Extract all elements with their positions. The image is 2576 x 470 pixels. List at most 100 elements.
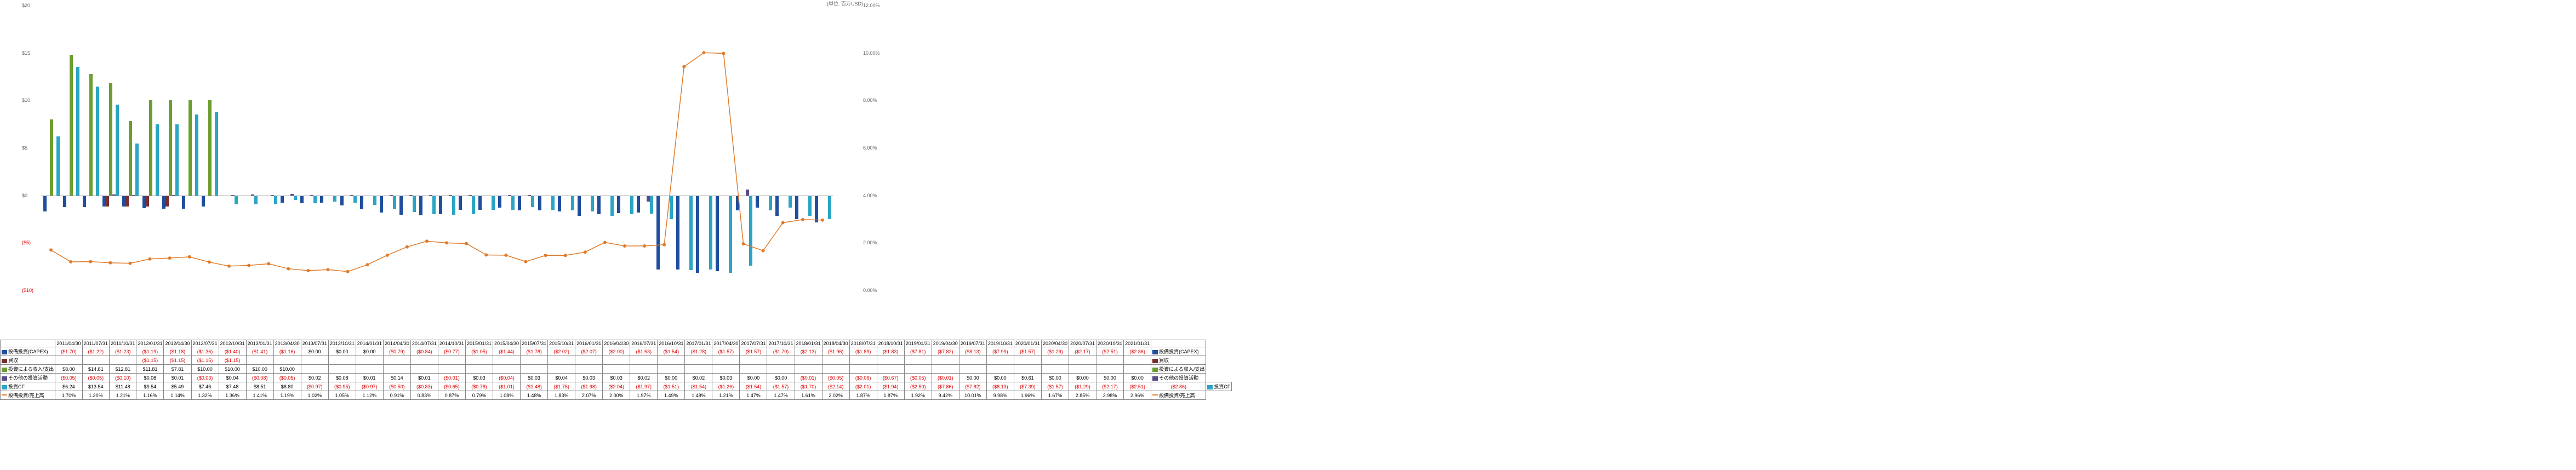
legend-bar-icon bbox=[1207, 385, 1213, 389]
row-header-right: 投資による収入/支出 bbox=[1151, 365, 1206, 374]
data-cell: ($1.18) bbox=[164, 347, 191, 356]
data-cell: ($2.04) bbox=[603, 382, 630, 391]
data-cell: 2.02% bbox=[822, 391, 849, 400]
ytick-left: $15 bbox=[22, 50, 30, 56]
ytick-right: 12.00% bbox=[863, 3, 880, 8]
data-cell: $0.01 bbox=[356, 374, 383, 382]
data-cell: $0.04 bbox=[548, 374, 575, 382]
period-header: 2018/07/31 bbox=[849, 340, 877, 347]
data-cell: ($1.78) bbox=[521, 347, 548, 356]
data-cell: 1.48% bbox=[521, 391, 548, 400]
period-header: 2017/04/30 bbox=[712, 340, 740, 347]
row-header-left: 設備投資/売上高 bbox=[1, 391, 55, 400]
data-cell: $0.00 bbox=[767, 374, 795, 382]
data-cell: $0.03 bbox=[521, 374, 548, 382]
period-header: 2013/01/31 bbox=[246, 340, 273, 347]
data-cell: ($0.97) bbox=[356, 382, 383, 391]
data-cell: ($1.15) bbox=[219, 356, 246, 365]
data-cell: 1.92% bbox=[904, 391, 932, 400]
data-cell: ($2.02) bbox=[548, 347, 575, 356]
data-cell: ($0.03) bbox=[191, 374, 219, 382]
period-header: 2011/07/31 bbox=[82, 340, 109, 347]
data-cell bbox=[575, 356, 603, 365]
row-header-right: 設備投資/売上高 bbox=[1151, 391, 1206, 400]
period-header: 2018/10/31 bbox=[877, 340, 904, 347]
data-cell: $10.00 bbox=[273, 365, 301, 374]
data-cell bbox=[767, 356, 795, 365]
data-cell: ($1.19) bbox=[136, 347, 164, 356]
data-cell: 1.67% bbox=[1041, 391, 1069, 400]
data-cell: $0.00 bbox=[658, 374, 685, 382]
legend-bar-icon bbox=[1152, 350, 1158, 354]
data-cell: ($1.01) bbox=[493, 382, 521, 391]
ytick-right: 2.00% bbox=[863, 240, 877, 245]
period-header: 2012/10/31 bbox=[219, 340, 246, 347]
data-cell bbox=[658, 365, 685, 374]
data-cell: ($1.57) bbox=[1041, 382, 1069, 391]
data-cell: ($1.05) bbox=[465, 347, 493, 356]
data-cell bbox=[795, 356, 822, 365]
data-cell: ($0.01) bbox=[932, 374, 959, 382]
data-cell: $7.48 bbox=[219, 382, 246, 391]
legend-line-icon bbox=[1152, 394, 1158, 396]
data-cell: 1.83% bbox=[548, 391, 575, 400]
data-cell bbox=[767, 365, 795, 374]
data-cell: $7.81 bbox=[164, 365, 191, 374]
period-header: 2015/10/31 bbox=[548, 340, 575, 347]
legend-bar-icon bbox=[2, 350, 7, 354]
data-cell: ($0.05) bbox=[904, 374, 932, 382]
data-cell: ($7.82) bbox=[932, 347, 959, 356]
data-cell: 1.70% bbox=[55, 391, 82, 400]
row-header-right: 設備投資(CAPEX) bbox=[1151, 347, 1206, 356]
data-cell: $0.00 bbox=[1096, 374, 1124, 382]
data-cell: 1.20% bbox=[82, 391, 109, 400]
data-cell: $0.03 bbox=[712, 374, 740, 382]
data-cell bbox=[685, 365, 712, 374]
period-header: 2014/07/31 bbox=[410, 340, 438, 347]
data-cell: 0.91% bbox=[383, 391, 410, 400]
data-cell bbox=[548, 356, 575, 365]
data-cell: ($2.50) bbox=[904, 382, 932, 391]
data-cell: ($2.07) bbox=[575, 347, 603, 356]
data-cell: 1.87% bbox=[849, 391, 877, 400]
data-cell: $0.00 bbox=[1041, 374, 1069, 382]
data-cell: ($1.15) bbox=[136, 356, 164, 365]
data-cell: 1.32% bbox=[191, 391, 219, 400]
data-cell: ($1.75) bbox=[548, 382, 575, 391]
data-cell: ($0.95) bbox=[328, 382, 356, 391]
data-cell bbox=[877, 365, 904, 374]
data-cell: $9.54 bbox=[136, 382, 164, 391]
data-cell: ($1.29) bbox=[1069, 382, 1096, 391]
data-cell: ($1.15) bbox=[191, 356, 219, 365]
row-header-right: 買収 bbox=[1151, 356, 1206, 365]
row-header-left: 投資による収入/支出 bbox=[1, 365, 55, 374]
data-cell: 1.12% bbox=[356, 391, 383, 400]
data-cell: $8.51 bbox=[246, 382, 273, 391]
period-header: 2020/10/31 bbox=[1096, 340, 1124, 347]
data-cell: ($0.78) bbox=[465, 382, 493, 391]
data-cell: ($1.16) bbox=[273, 347, 301, 356]
data-cell bbox=[383, 365, 410, 374]
row-label: 設備投資/売上高 bbox=[8, 393, 44, 398]
period-header: 2016/10/31 bbox=[658, 340, 685, 347]
data-cell: ($1.15) bbox=[164, 356, 191, 365]
chart-wrap: (単位: 百万USD) $20$15$10$5$0($5)($10) 12.00… bbox=[41, 5, 833, 334]
data-cell: ($2.14) bbox=[822, 382, 849, 391]
data-cell bbox=[246, 356, 273, 365]
data-cell: 1.47% bbox=[740, 391, 767, 400]
data-cell bbox=[795, 365, 822, 374]
data-cell bbox=[465, 365, 493, 374]
period-header: 2015/01/31 bbox=[465, 340, 493, 347]
data-cell bbox=[410, 365, 438, 374]
data-cell: $8.80 bbox=[273, 382, 301, 391]
data-cell: $0.14 bbox=[383, 374, 410, 382]
data-cell: $0.02 bbox=[301, 374, 328, 382]
data-cell bbox=[328, 356, 356, 365]
data-cell: ($2.17) bbox=[1096, 382, 1124, 391]
data-cell: ($1.70) bbox=[767, 347, 795, 356]
period-header: 2014/10/31 bbox=[438, 340, 465, 347]
data-cell bbox=[273, 356, 301, 365]
data-cell: $0.01 bbox=[164, 374, 191, 382]
data-cell: ($0.08) bbox=[246, 374, 273, 382]
data-cell: ($2.13) bbox=[795, 347, 822, 356]
